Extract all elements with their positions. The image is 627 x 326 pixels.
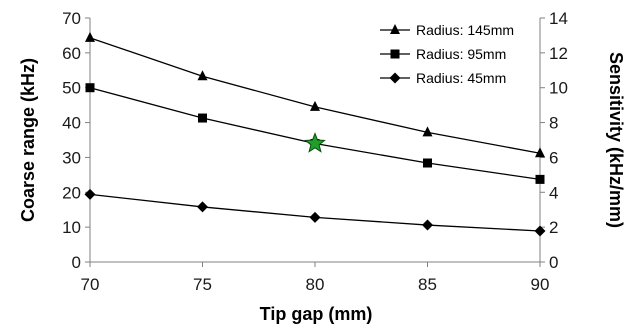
y2-tick-label: 10: [549, 79, 568, 98]
data-point: [198, 113, 207, 123]
data-point: [423, 158, 432, 168]
series-0: [85, 31, 545, 158]
y-tick-label: 70: [62, 9, 81, 28]
x-axis-ticks: 70 75 80 85 90: [81, 262, 550, 294]
x-tick-label: 80: [306, 275, 325, 294]
data-point: [422, 219, 433, 231]
legend-marker: [390, 49, 400, 59]
series-2: [84, 188, 546, 237]
y2-tick-label: 2: [549, 218, 558, 237]
data-point: [85, 83, 95, 93]
legend-marker: [389, 72, 401, 84]
x-axis-title: Tip gap (mm): [260, 304, 373, 324]
y2-axis-ticks: 0 2 4 6 8 10 12 14: [540, 9, 568, 272]
legend-label: Radius: 145mm: [416, 22, 514, 38]
y2-tick-label: 12: [549, 44, 568, 63]
y-tick-label: 60: [62, 44, 81, 63]
y2-tick-label: 8: [549, 114, 558, 133]
x-tick-label: 70: [81, 275, 100, 294]
data-point: [197, 70, 208, 81]
legend-label: Radius: 95mm: [416, 46, 506, 62]
highlight-layer: [304, 132, 326, 153]
data-point: [85, 31, 95, 42]
legend-item: Radius: 95mm: [380, 46, 506, 62]
x-tick-label: 90: [531, 275, 550, 294]
data-point: [84, 188, 96, 200]
y-axis-title: Coarse range (kHz): [18, 58, 38, 222]
x-tick-label: 85: [418, 275, 437, 294]
y-tick-label: 40: [62, 114, 81, 133]
legend-item: Radius: 145mm: [380, 22, 514, 38]
y2-tick-label: 6: [549, 148, 558, 167]
legend-item: Radius: 45mm: [380, 70, 506, 86]
y-tick-label: 30: [62, 148, 81, 167]
legend: Radius: 145mm Radius: 95mm Radius: 45mm: [380, 22, 514, 86]
y2-tick-label: 14: [549, 9, 568, 28]
data-point: [422, 126, 433, 137]
y-tick-label: 20: [62, 183, 81, 202]
y-tick-label: 0: [72, 253, 81, 272]
data-point: [535, 147, 545, 158]
star-marker: [304, 132, 326, 153]
y-tick-label: 50: [62, 79, 81, 98]
y2-tick-label: 0: [549, 253, 558, 272]
data-point: [310, 100, 320, 111]
y2-tick-label: 4: [549, 183, 558, 202]
y2-axis-title: Sensitivity (kHz/mm): [606, 52, 626, 228]
legend-marker: [390, 24, 400, 34]
y-axis-ticks: 0 10 20 30 40 50 60 70: [62, 9, 90, 272]
legend-label: Radius: 45mm: [416, 70, 506, 86]
data-point: [534, 225, 546, 237]
data-point: [535, 174, 545, 184]
data-point: [197, 201, 208, 213]
data-point: [309, 211, 321, 223]
x-tick-label: 75: [193, 275, 212, 294]
y-tick-label: 10: [62, 218, 81, 237]
